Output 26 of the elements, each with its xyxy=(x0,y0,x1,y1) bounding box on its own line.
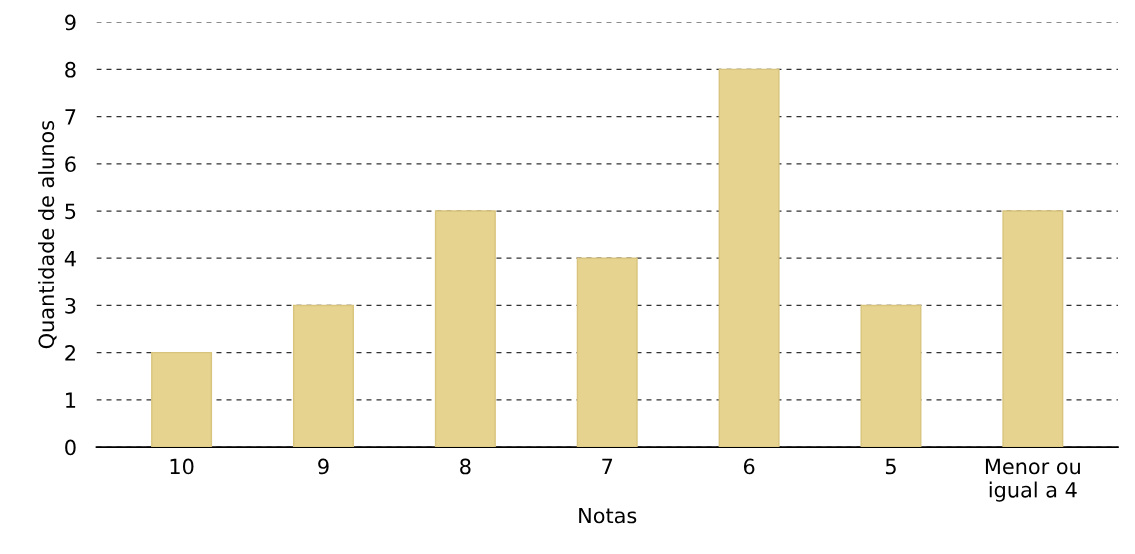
y-tick-label: 5 xyxy=(65,203,76,220)
x-tick-label: 5 xyxy=(885,458,896,475)
y-axis-title: Quantidade de alunos xyxy=(38,120,57,349)
x-tick-label: 10 xyxy=(170,458,194,475)
y-tick-label: 3 xyxy=(65,297,76,314)
y-tick-label: 8 xyxy=(65,61,76,78)
bar xyxy=(151,351,213,448)
x-tick-label: 6 xyxy=(743,458,755,475)
bar xyxy=(434,210,496,448)
bar xyxy=(292,304,354,448)
x-axis-title: Notas xyxy=(579,507,637,524)
y-tick-label: 4 xyxy=(64,250,76,267)
y-tick-label: 7 xyxy=(65,109,76,125)
bar xyxy=(1002,210,1064,448)
bar xyxy=(718,68,780,448)
y-tick-label: 6 xyxy=(65,156,76,173)
y-tick-label: 0 xyxy=(65,439,76,456)
bar xyxy=(860,304,922,448)
y-tick-label: 1 xyxy=(66,392,76,408)
y-tick-label: 9 xyxy=(65,14,76,31)
x-tick-label: 9 xyxy=(318,458,329,475)
x-tick-label: 8 xyxy=(460,458,471,475)
x-tick-label: 7 xyxy=(602,458,613,475)
bar xyxy=(576,257,638,448)
y-tick-label: 2 xyxy=(65,345,75,361)
x-tick-label: Menor ou igual a 4 xyxy=(985,458,1080,502)
